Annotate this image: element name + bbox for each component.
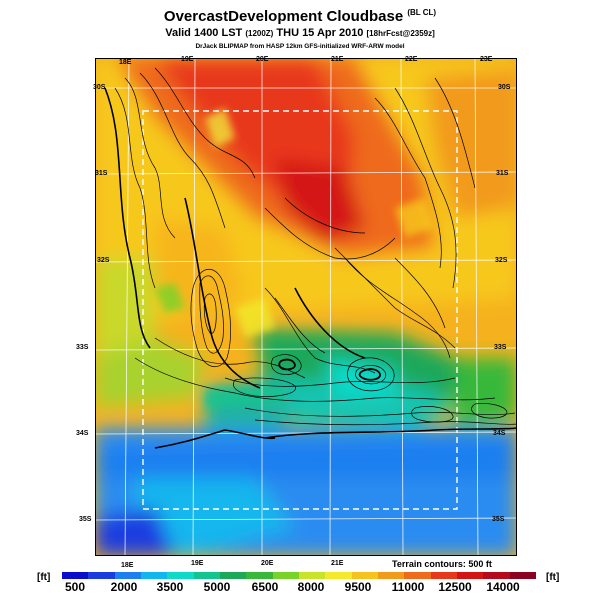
lat-label-left-35S: 35S	[79, 516, 92, 523]
color-bar-swatch-8	[272, 572, 299, 579]
color-bar-swatch-0	[62, 572, 89, 579]
color-bar-swatch-17	[509, 572, 536, 579]
lat-label-right-30S: 30S	[498, 84, 511, 91]
color-bar-swatch-7	[246, 572, 273, 579]
terrain-contours-note: Terrain contours: 500 ft	[392, 559, 492, 569]
legend-label: 5000	[203, 580, 231, 594]
legend-unit-left: [ft]	[37, 572, 51, 583]
lat-label-left-33S: 33S	[76, 344, 89, 351]
lat-label-right-32S: 32S	[495, 257, 508, 264]
lon-label-top-23E: 23E	[480, 56, 493, 63]
legend-label: 6500	[251, 580, 279, 594]
map-frame	[95, 58, 517, 556]
terrain-contours	[104, 67, 517, 449]
lat-label-left-34S: 34S	[76, 430, 89, 437]
legend-unit-right: [ft]	[546, 572, 560, 583]
map-title: OvercastDevelopment Cloudbase (BL CL)	[163, 8, 437, 25]
lon-label-bottom-20E: 20E	[261, 560, 274, 567]
legend-label: 2000	[110, 580, 138, 594]
color-bar-swatch-5	[193, 572, 220, 579]
legend-label: 11000	[391, 580, 425, 594]
lon-label-top-19E: 19E	[181, 56, 194, 63]
lat-label-left-32S: 32S	[97, 257, 110, 264]
legend-label: 500	[64, 580, 86, 594]
lat-label-right-35S: 35S	[492, 516, 505, 523]
model-credit: DrJack BLIPMAP from HASP 12km GFS-initia…	[195, 43, 405, 50]
inner-domain-box	[142, 110, 458, 510]
lat-label-left-30S: 30S	[93, 84, 106, 91]
color-bar-swatch-12	[377, 572, 405, 579]
lon-label-bottom-19E: 19E	[191, 560, 204, 567]
color-bar-swatch-2	[114, 572, 141, 579]
lon-label-bottom-18E: 18E	[121, 562, 134, 569]
legend-label: 3500	[156, 580, 184, 594]
cloudbase-map	[95, 58, 517, 556]
lon-label-bottom-21E: 21E	[331, 560, 344, 567]
color-bar-swatch-16	[483, 572, 510, 579]
color-bar-swatch-15	[456, 572, 484, 579]
lon-label-top-18E: 18E	[119, 59, 132, 66]
lat-label-right-33S: 33S	[494, 344, 507, 351]
lon-label-top-22E: 22E	[405, 56, 418, 63]
color-bar-swatch-13	[404, 572, 431, 579]
color-bar-swatch-4	[167, 572, 194, 579]
color-bar	[62, 572, 536, 579]
legend-label: 9500	[344, 580, 372, 594]
legend-label: 12500	[438, 580, 472, 594]
color-bar-swatch-3	[140, 572, 168, 579]
valid-time: Valid 1400 LST (1200Z) THU 15 Apr 2010 […	[165, 27, 435, 39]
color-bar-swatch-14	[430, 572, 457, 579]
color-bar-swatch-1	[88, 572, 115, 579]
grid-lines	[95, 58, 517, 556]
color-bar-swatch-10	[325, 572, 352, 579]
lon-label-top-20E: 20E	[256, 56, 269, 63]
color-bar-swatch-11	[351, 572, 378, 579]
color-bar-swatch-6	[219, 572, 247, 579]
lat-label-left-31S: 31S	[95, 170, 108, 177]
lon-label-top-21E: 21E	[331, 56, 344, 63]
lat-label-right-34S: 34S	[493, 430, 506, 437]
legend-label: 8000	[297, 580, 325, 594]
lat-label-right-31S: 31S	[496, 170, 509, 177]
legend-label: 14000	[486, 580, 520, 594]
color-bar-swatch-9	[298, 572, 326, 579]
